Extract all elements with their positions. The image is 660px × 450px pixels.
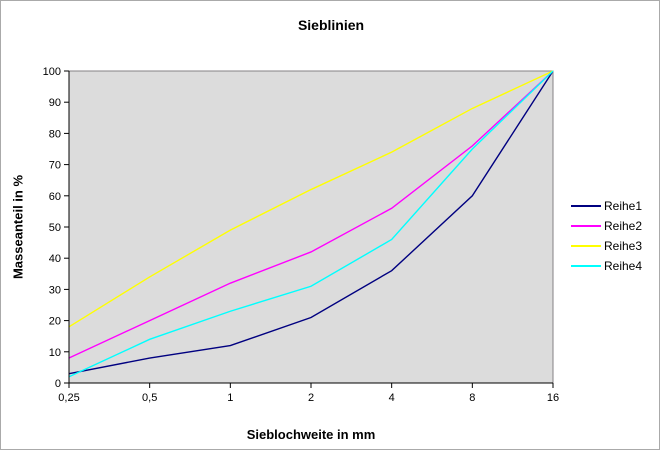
series-line-Reihe2 [68,70,554,359]
legend-item-Reihe3: Reihe3 [571,238,659,253]
legend-line-sample [571,244,601,247]
legend-line-sample [571,224,601,227]
x-axis-title: Sieblochweite in mm [246,427,376,442]
y-tick-label: 20 [49,316,61,328]
x-tick-label: 8 [469,392,475,404]
legend-line-sample [571,264,601,267]
y-tick-label: 10 [49,347,61,359]
legend-line-sample [571,204,601,207]
y-tick-label: 100 [43,66,61,78]
legend-item-Reihe4: Reihe4 [571,258,659,273]
x-tick-label: 16 [547,392,559,404]
y-tick-label: 0 [55,378,61,390]
y-tick-label: 50 [49,222,61,234]
plot-background [68,70,554,384]
y-tick-label: 90 [49,97,61,109]
series-line-Reihe1 [68,70,554,375]
x-tick-label: 4 [389,392,395,404]
legend-item-Reihe1: Reihe1 [571,198,659,213]
legend-label: Reihe3 [604,238,643,253]
x-tick-label: 0,25 [58,392,79,404]
x-tick-label: 2 [308,392,314,404]
chart-title: Sieblinien [297,17,365,33]
y-tick-label: 30 [49,284,61,296]
y-tick-label: 70 [49,160,61,172]
y-tick-label: 80 [49,128,61,140]
y-tick-label: 40 [49,253,61,265]
series-line-Reihe4 [68,70,554,378]
legend: Reihe1 Reihe2 Reihe3 Reihe4 [571,198,659,273]
legend-label: Reihe4 [604,258,643,273]
series-line-Reihe3 [68,70,554,328]
x-tick-label: 1 [227,392,233,404]
legend-item-Reihe2: Reihe2 [571,218,659,233]
x-tick-label: 0,5 [142,392,157,404]
y-tick-label: 60 [49,191,61,203]
legend-label: Reihe2 [604,218,643,233]
legend-label: Reihe1 [604,198,643,213]
